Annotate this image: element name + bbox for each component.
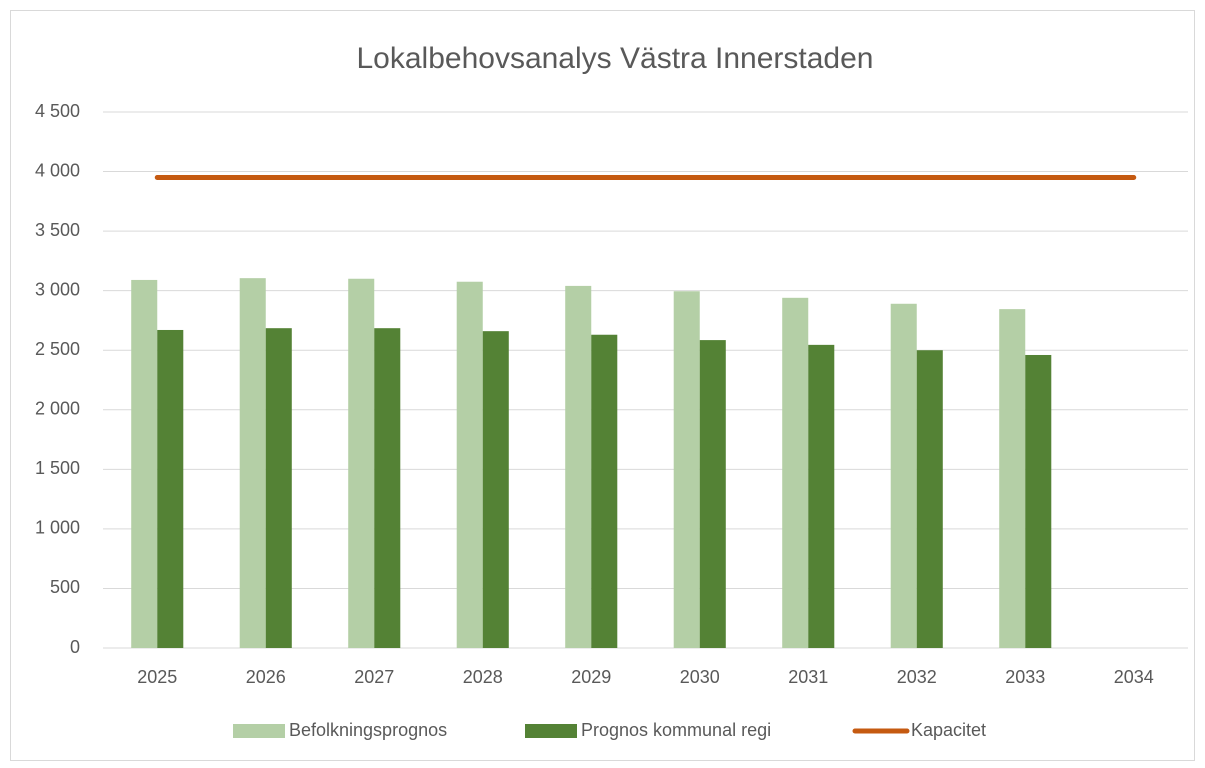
y-tick-label: 2 500 (35, 339, 80, 359)
bar (374, 328, 401, 648)
legend-label: Prognos kommunal regi (581, 720, 771, 740)
bar (673, 291, 700, 648)
x-tick-label: 2025 (137, 667, 177, 687)
y-tick-label: 3 500 (35, 220, 80, 240)
x-tick-label: 2027 (354, 667, 394, 687)
bar (482, 331, 509, 648)
y-tick-label: 1 000 (35, 518, 80, 538)
bar (782, 297, 809, 648)
legend-label: Kapacitet (911, 720, 986, 740)
y-tick-label: 0 (70, 637, 80, 657)
bar (456, 281, 483, 648)
chart-title: Lokalbehovsanalys Västra Innerstaden (356, 42, 873, 75)
x-tick-label: 2030 (680, 667, 720, 687)
legend-label: Befolkningsprognos (289, 720, 447, 740)
x-tick-label: 2031 (788, 667, 828, 687)
bar (1025, 354, 1052, 648)
y-tick-label: 2 000 (35, 399, 80, 419)
x-tick-label: 2029 (571, 667, 611, 687)
bar (348, 278, 375, 648)
x-tick-label: 2033 (1005, 667, 1045, 687)
y-tick-label: 3 000 (35, 279, 80, 299)
legend-swatch (233, 724, 285, 738)
x-tick-label: 2028 (463, 667, 503, 687)
bar (916, 350, 943, 648)
bar (131, 279, 158, 648)
bar (808, 344, 835, 648)
x-tick-label: 2032 (897, 667, 937, 687)
bar (699, 340, 726, 648)
y-tick-label: 500 (50, 577, 80, 597)
y-tick-label: 4 500 (35, 101, 80, 121)
bar (157, 329, 184, 648)
y-tick-label: 1 500 (35, 458, 80, 478)
bar (565, 285, 592, 648)
x-tick-label: 2034 (1114, 667, 1154, 687)
bar (265, 328, 292, 648)
x-tick-label: 2026 (246, 667, 286, 687)
bar (239, 278, 266, 648)
bar (890, 303, 917, 648)
bar (999, 309, 1026, 648)
y-tick-label: 4 000 (35, 160, 80, 180)
legend-swatch (525, 724, 577, 738)
bar (591, 334, 618, 648)
